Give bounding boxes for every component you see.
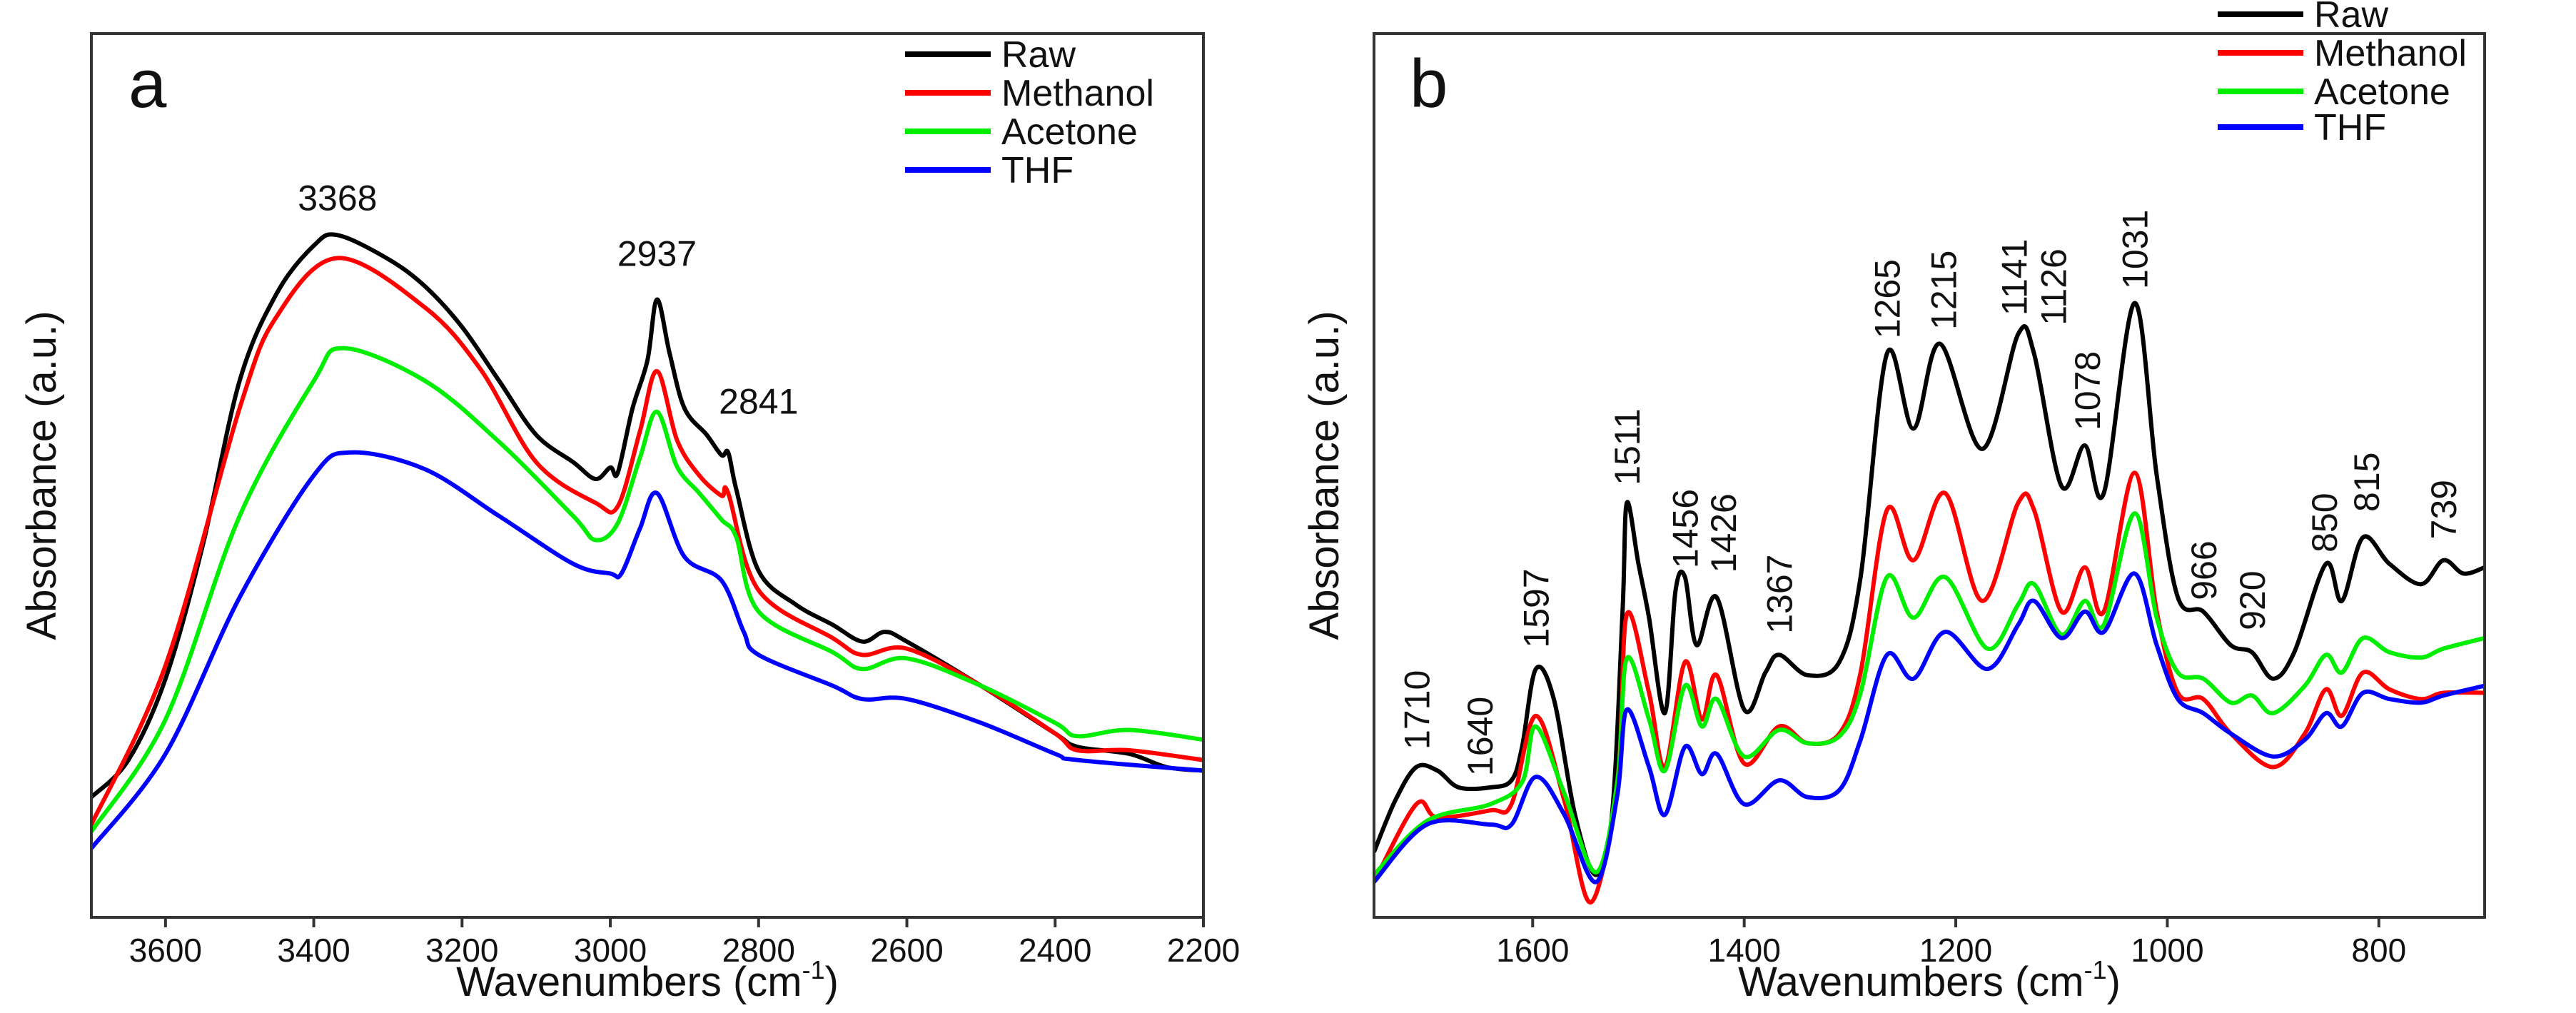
legend-label-raw: Raw xyxy=(2314,0,2388,36)
peak-label: 850 xyxy=(2305,493,2345,552)
series-line-thf xyxy=(91,450,1203,850)
x-axis-label-main: Wavenumbers (cm xyxy=(1738,959,2084,1005)
peak-label: 1456 xyxy=(1666,489,1706,568)
plot-frame xyxy=(90,32,1205,919)
series-line-acetone xyxy=(91,346,1203,833)
peak-label: 966 xyxy=(2184,540,2224,600)
panel-letter: b xyxy=(1410,46,1448,122)
x-tick-label: 1400 xyxy=(1707,932,1780,969)
series-line-thf xyxy=(1374,571,2485,885)
peak-label: 1597 xyxy=(1517,568,1557,647)
series-line-raw xyxy=(1374,301,2485,877)
x-tick-label: 3600 xyxy=(129,932,202,969)
series-line-methanol xyxy=(91,256,1203,826)
peak-label: 1126 xyxy=(2034,248,2074,326)
x-axis-label: Wavenumbers (cm-1) xyxy=(1738,955,2121,1005)
peak-label: 1215 xyxy=(1924,251,1964,330)
panel-letter: a xyxy=(128,46,167,122)
x-tick-label: 2200 xyxy=(1167,932,1240,969)
peak-label: 1031 xyxy=(2115,210,2155,289)
peak-label: 1426 xyxy=(1704,493,1744,573)
y-axis-label: Absorbance (a.u.) xyxy=(19,311,65,640)
peak-label: 920 xyxy=(2233,570,2273,630)
x-axis-label-end: ) xyxy=(825,959,839,1005)
x-tick-label: 1200 xyxy=(1919,932,1992,969)
x-tick-label: 2600 xyxy=(870,932,943,969)
legend-label-methanol: Methanol xyxy=(1001,73,1154,114)
x-tick-label: 2400 xyxy=(1019,932,1091,969)
x-axis-label-superscript: -1 xyxy=(802,955,825,984)
y-axis-label: Absorbance (a.u.) xyxy=(1301,311,1348,640)
peak-label: 1265 xyxy=(1868,259,1908,338)
x-tick-label: 1600 xyxy=(1496,932,1569,969)
peak-label: 1710 xyxy=(1397,670,1437,750)
legend-label-raw: Raw xyxy=(1001,34,1076,76)
x-tick-label: 2800 xyxy=(722,932,795,969)
legend-label-methanol: Methanol xyxy=(2314,33,2467,74)
peak-label: 1640 xyxy=(1460,697,1500,776)
legend-label-acetone: Acetone xyxy=(2314,71,2450,113)
x-tick-label: 3000 xyxy=(574,932,647,969)
legend-label-thf: THF xyxy=(2314,107,2386,148)
x-tick-label: 800 xyxy=(2351,932,2406,969)
legend-label-thf: THF xyxy=(1001,150,1074,191)
x-axis-label: Wavenumbers (cm-1) xyxy=(456,955,839,1005)
panel-b: 1600 1400 1200 1000 800 Wavenumbers (cm-1) Abs… xyxy=(1301,0,2486,1005)
peak-label: 3368 xyxy=(298,178,377,218)
peak-label: 1367 xyxy=(1760,555,1800,634)
peak-label: 2841 xyxy=(719,381,798,421)
peak-label: 1078 xyxy=(2068,351,2108,430)
x-tick-label: 1000 xyxy=(2131,932,2203,969)
x-axis-label-superscript: -1 xyxy=(2084,955,2107,984)
legend-label-acetone: Acetone xyxy=(1001,111,1138,153)
peak-label: 739 xyxy=(2424,480,2464,539)
peak-label: 2937 xyxy=(617,234,697,274)
series-line-raw xyxy=(91,232,1203,799)
series-group xyxy=(1374,301,2485,904)
peak-label: 1511 xyxy=(1607,408,1647,485)
x-tick-label: 3200 xyxy=(425,932,498,969)
peak-label: 1141 xyxy=(1995,239,2035,316)
series-group xyxy=(91,232,1203,850)
series-line-acetone xyxy=(1374,511,2485,877)
panel-a: 3600 3400 3200 3000 2800 2600 2400 2200 Wavenumb… xyxy=(19,32,1240,1005)
peak-label: 815 xyxy=(2347,453,2387,512)
plot-frame xyxy=(1373,32,2486,919)
x-axis-label-end: ) xyxy=(2107,959,2121,1005)
x-axis-label-main: Wavenumbers (cm xyxy=(456,959,802,1005)
x-tick-label: 3400 xyxy=(277,932,350,969)
series-line-methanol xyxy=(1374,470,2485,904)
